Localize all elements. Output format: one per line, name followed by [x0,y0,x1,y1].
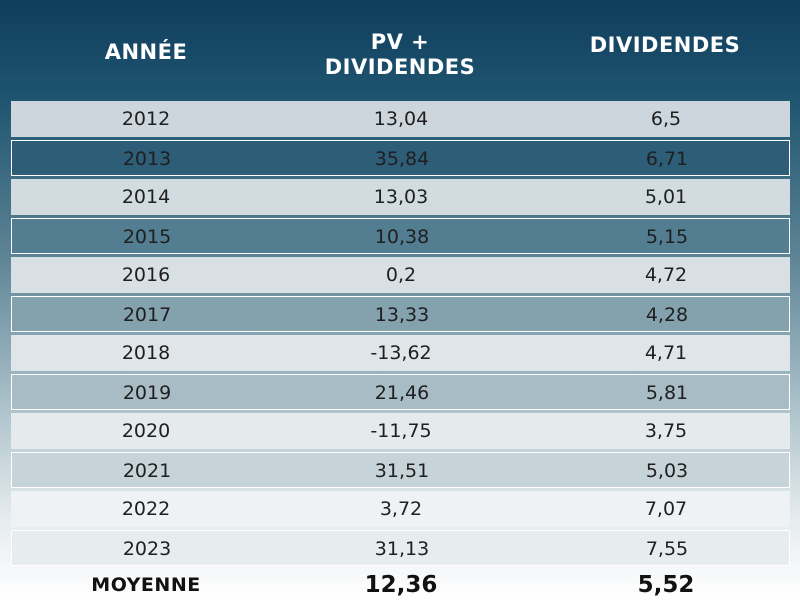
row-pv-dividendes: -13,62 [370,342,432,364]
row-year: 2019 [122,382,172,404]
row-pv-dividendes: 31,13 [374,538,430,560]
row-pv-dividendes: 3,72 [379,498,423,520]
row-dividendes: 5,81 [645,382,689,404]
row-pv-dividendes: 13,33 [374,304,430,326]
header-annee: ANNÉE [104,40,188,64]
row-pv-dividendes: 35,84 [374,148,430,170]
average-row: MOYENNE 12,36 5,52 [11,570,790,600]
table-row: 2014 13,03 5,01 [11,179,790,215]
header-pv-line1: PV + [370,30,430,54]
row-dividendes: 7,07 [644,498,688,520]
row-pv-dividendes: 13,04 [373,108,429,130]
table-row: 2015 10,38 5,15 [11,218,790,254]
row-year: 2022 [121,498,171,520]
row-dividendes: 4,72 [644,264,688,286]
row-pv-dividendes: 31,51 [374,460,430,482]
header-dividendes: DIVIDENDES [589,33,741,57]
row-year: 2016 [121,264,171,286]
header-pv-dividendes: PV + DIVIDENDES [300,30,500,80]
row-year: 2018 [121,342,171,364]
table-row: 2012 13,04 6,5 [11,101,790,137]
row-year: 2021 [122,460,172,482]
average-pv-dividendes: 12,36 [364,572,438,598]
row-dividendes: 6,71 [645,148,689,170]
table-row: 2017 13,33 4,28 [11,296,790,332]
row-pv-dividendes: 0,2 [385,264,417,286]
row-dividendes: 4,71 [644,342,688,364]
table-row: 2016 0,2 4,72 [11,257,790,293]
table-row: 2021 31,51 5,03 [11,452,790,488]
row-pv-dividendes: 21,46 [374,382,430,404]
row-year: 2020 [121,420,171,442]
table-row: 2013 35,84 6,71 [11,140,790,176]
row-year: 2017 [122,304,172,326]
row-pv-dividendes: 10,38 [374,226,430,248]
table-row: 2018 -13,62 4,71 [11,335,790,371]
row-pv-dividendes: 13,03 [373,186,429,208]
table-row: 2019 21,46 5,81 [11,374,790,410]
row-pv-dividendes: -11,75 [370,420,432,442]
row-year: 2023 [122,538,172,560]
table-row: 2023 31,13 7,55 [11,530,790,566]
row-dividendes: 7,55 [645,538,689,560]
average-dividendes: 5,52 [637,572,695,598]
row-year: 2013 [122,148,172,170]
row-dividendes: 5,01 [644,186,688,208]
row-year: 2012 [121,108,171,130]
table-row: 2020 -11,75 3,75 [11,413,790,449]
row-dividendes: 3,75 [644,420,688,442]
header-pv-line2: DIVIDENDES [324,55,476,79]
table-row: 2022 3,72 7,07 [11,491,790,527]
row-year: 2015 [122,226,172,248]
row-year: 2014 [121,186,171,208]
row-dividendes: 6,5 [650,108,682,130]
row-dividendes: 5,03 [645,460,689,482]
row-dividendes: 4,28 [645,304,689,326]
row-dividendes: 5,15 [645,226,689,248]
average-label: MOYENNE [91,574,201,596]
